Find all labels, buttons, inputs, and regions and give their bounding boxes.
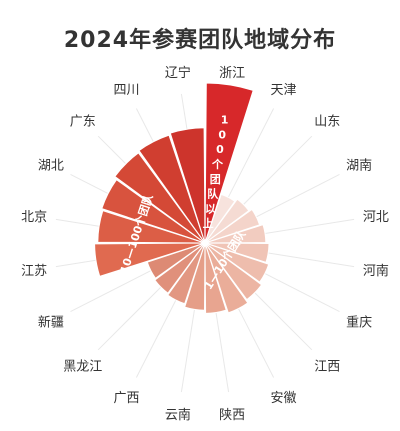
category-label-8: 安徽: [270, 391, 296, 406]
category-label-11: 广西: [113, 391, 139, 406]
category-label-6: 重庆: [346, 315, 372, 331]
petal-10: [184, 242, 206, 311]
category-label-5: 河南: [363, 263, 389, 279]
petal-18: [138, 134, 206, 244]
category-label-16: 湖北: [38, 159, 64, 174]
band-label-top-char-5: 队: [207, 187, 219, 201]
petal-2: [204, 198, 250, 244]
petal-7: [204, 242, 263, 301]
petal-4: [204, 224, 267, 244]
petal-1: [204, 193, 236, 244]
category-label-3: 湖南: [346, 158, 372, 174]
petal-15: [97, 210, 206, 244]
petal-3: [204, 208, 261, 244]
petal-13: [146, 242, 206, 279]
band-label-top-char-2: 0: [216, 143, 224, 156]
category-label-4: 河北: [363, 210, 389, 225]
category-label-2: 山东: [314, 115, 340, 130]
category-label-10: 云南: [165, 407, 191, 423]
category-label-7: 江西: [314, 359, 340, 374]
category-label-0: 浙江: [219, 66, 245, 81]
band-label-top-char-0: 1: [221, 114, 229, 127]
category-label-1: 天津: [270, 83, 296, 98]
petal-8: [204, 242, 249, 314]
category-label-13: 新疆: [38, 315, 64, 331]
category-label-18: 四川: [113, 83, 139, 98]
petal-19: [169, 127, 206, 244]
petal-6: [204, 242, 270, 283]
petal-16: [101, 179, 206, 244]
band-label-top-char-4: 团: [210, 173, 221, 186]
category-label-17: 广东: [70, 115, 96, 130]
petal-9: [204, 242, 227, 314]
band-label-top-char-7: 上: [203, 216, 214, 230]
petal-14: [94, 242, 206, 277]
petal-11: [167, 242, 206, 305]
category-label-12: 黑龙江: [63, 359, 102, 374]
band-label-top-char-6: 以: [205, 202, 216, 215]
category-label-14: 江苏: [21, 263, 47, 279]
chart-title: 2024年参赛团队地域分布: [63, 28, 337, 53]
category-label-9: 陕西: [219, 408, 245, 423]
band-label-top-char-3: 个: [211, 157, 224, 171]
petal-17: [114, 152, 206, 244]
petal-12: [154, 242, 206, 294]
category-label-19: 辽宁: [165, 65, 191, 81]
petal-0: [204, 82, 254, 244]
band-label-top-char-1: 0: [218, 128, 226, 141]
category-label-15: 北京: [21, 210, 47, 225]
